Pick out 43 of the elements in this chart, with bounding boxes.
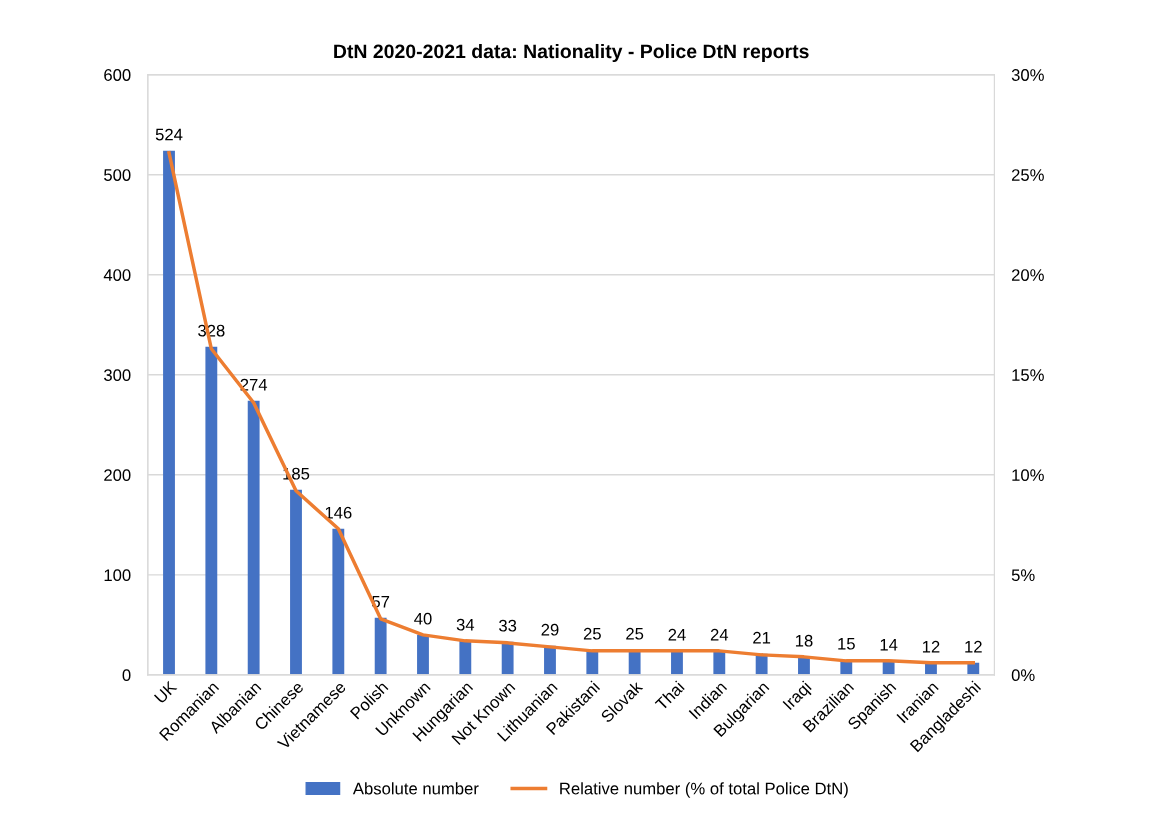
y2-tick-label: 30%	[1011, 69, 1044, 81]
legend-label: Relative number (% of total Police DtN)	[560, 782, 848, 798]
data-label: 14	[880, 638, 898, 651]
bar	[459, 640, 472, 675]
bar	[247, 400, 260, 675]
data-label: 25	[626, 627, 644, 640]
chart-title: DtN 2020-2021 data: Nationality - Police DtN reports	[334, 43, 809, 63]
y-tick-label: 600	[104, 69, 131, 81]
data-label: 12	[922, 640, 940, 653]
y2-tick-label: 20%	[1011, 269, 1044, 281]
y2-tick-label: 15%	[1012, 369, 1044, 381]
bar	[332, 528, 345, 675]
bar	[205, 346, 218, 675]
data-label: 12	[965, 640, 982, 653]
data-label: 18	[795, 634, 813, 647]
data-label: 40	[414, 612, 432, 625]
y2-tick-label: 5%	[1011, 569, 1035, 582]
data-label: 25	[583, 627, 601, 640]
y-tick-label: 0	[122, 669, 131, 682]
data-label: 34	[456, 618, 475, 631]
y-tick-label: 400	[103, 269, 131, 281]
data-label: 21	[753, 631, 771, 644]
x-tick-label: Thai	[654, 680, 685, 712]
data-label: 33	[499, 619, 517, 632]
legend-label: Absolute number	[352, 782, 479, 795]
bar	[374, 617, 387, 675]
data-label: 29	[541, 623, 559, 636]
data-label: 15	[838, 637, 855, 650]
y-tick-label: 500	[104, 169, 131, 181]
y-tick-label: 100	[104, 569, 131, 582]
data-label: 24	[668, 628, 686, 641]
data-label: 524	[155, 128, 183, 141]
bar	[501, 641, 514, 675]
data-label: 146	[325, 506, 352, 519]
bar	[290, 489, 302, 675]
y2-tick-label: 25%	[1011, 169, 1044, 181]
y-tick-label: 300	[104, 369, 131, 381]
bar	[417, 634, 429, 675]
data-label: 24	[710, 628, 729, 641]
bar	[163, 150, 175, 675]
y2-tick-label: 10%	[1012, 469, 1044, 482]
y2-tick-label: 0%	[1011, 669, 1035, 682]
y-tick-label: 200	[104, 469, 131, 482]
